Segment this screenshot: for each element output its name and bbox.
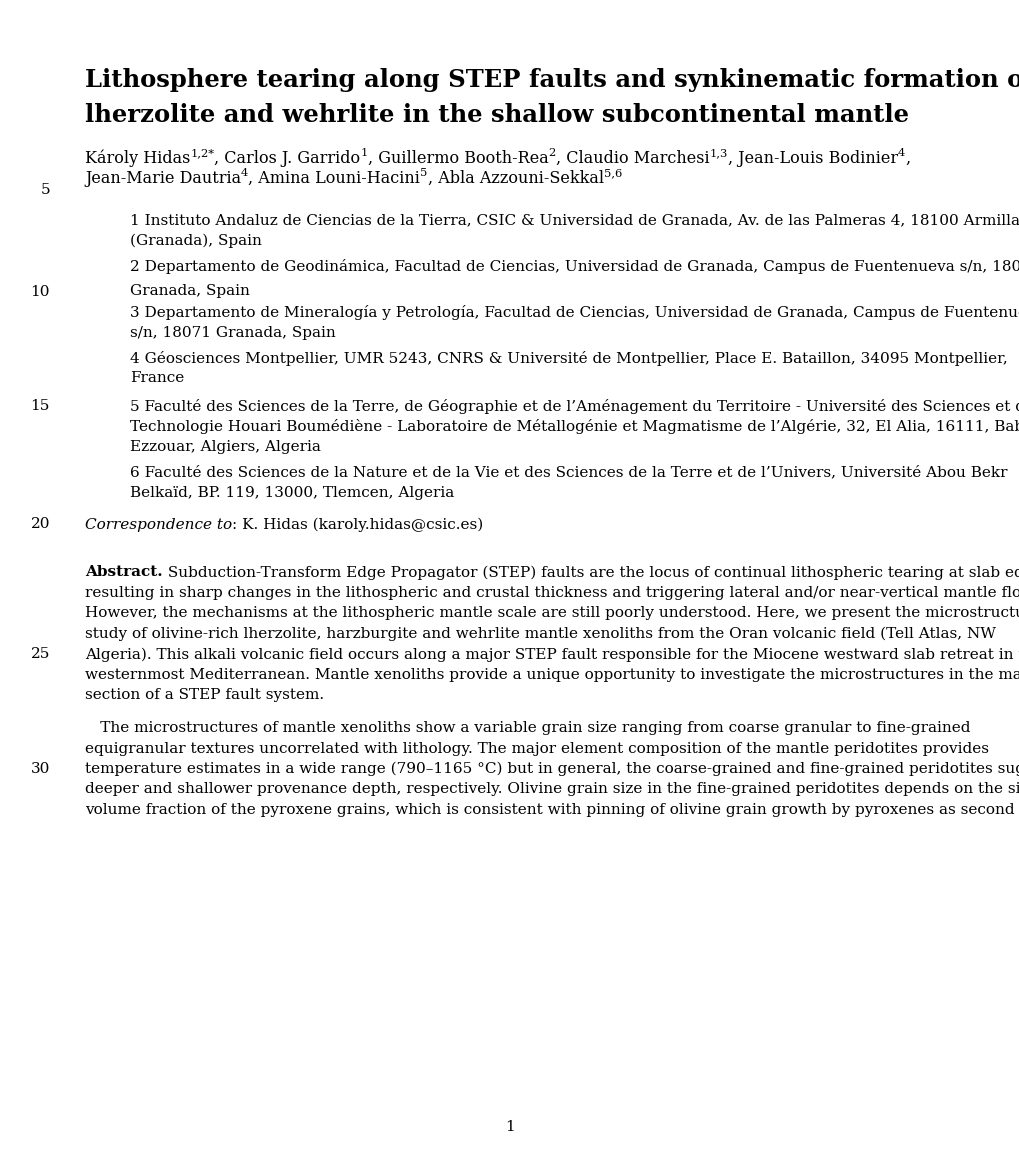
Text: 1: 1 — [504, 1120, 515, 1134]
Text: Abstract.: Abstract. — [85, 565, 162, 579]
Text: , Amina Louni-Hacini: , Amina Louni-Hacini — [249, 170, 420, 188]
Text: 5 Faculté des Sciences de la Terre, de Géographie et de l’Aménagement du Territo: 5 Faculté des Sciences de la Terre, de G… — [129, 398, 1019, 414]
Text: 4: 4 — [897, 148, 904, 158]
Text: Correspondence to: Correspondence to — [85, 517, 232, 531]
Text: 5: 5 — [41, 183, 50, 197]
Text: Lithosphere tearing along STEP faults and synkinematic formation of: Lithosphere tearing along STEP faults an… — [85, 68, 1019, 92]
Text: France: France — [129, 372, 184, 386]
Text: s/n, 18071 Granada, Spain: s/n, 18071 Granada, Spain — [129, 325, 335, 339]
Text: resulting in sharp changes in the lithospheric and crustal thickness and trigger: resulting in sharp changes in the lithos… — [85, 586, 1019, 600]
Text: lherzolite and wehrlite in the shallow subcontinental mantle: lherzolite and wehrlite in the shallow s… — [85, 103, 908, 127]
Text: equigranular textures uncorrelated with lithology. The major element composition: equigranular textures uncorrelated with … — [85, 741, 988, 755]
Text: 4 Géosciences Montpellier, UMR 5243, CNRS & Université de Montpellier, Place E. : 4 Géosciences Montpellier, UMR 5243, CNR… — [129, 351, 1007, 366]
Text: 1,3: 1,3 — [709, 148, 727, 158]
Text: 20: 20 — [31, 517, 50, 531]
Text: 5: 5 — [420, 168, 427, 178]
Text: However, the mechanisms at the lithospheric mantle scale are still poorly unders: However, the mechanisms at the lithosphe… — [85, 607, 1019, 621]
Text: Granada, Spain: Granada, Spain — [129, 284, 250, 298]
Text: : K. Hidas (karoly.hidas@csic.es): : K. Hidas (karoly.hidas@csic.es) — [232, 517, 483, 532]
Text: ,: , — [904, 150, 909, 167]
Text: 30: 30 — [31, 762, 50, 776]
Text: westernmost Mediterranean. Mantle xenoliths provide a unique opportunity to inve: westernmost Mediterranean. Mantle xenoli… — [85, 668, 1019, 682]
Text: 2 Departamento de Geodinámica, Facultad de Ciencias, Universidad de Granada, Cam: 2 Departamento de Geodinámica, Facultad … — [129, 259, 1019, 274]
Text: 10: 10 — [31, 284, 50, 298]
Text: 1,2*: 1,2* — [191, 148, 214, 158]
Text: Technologie Houari Boumédiène - Laboratoire de Métallogénie et Magmatisme de l’A: Technologie Houari Boumédiène - Laborato… — [129, 419, 1019, 435]
Text: , Carlos J. Garrido: , Carlos J. Garrido — [214, 150, 360, 167]
Text: 6 Faculté des Sciences de la Nature et de la Vie et des Sciences de la Terre et : 6 Faculté des Sciences de la Nature et d… — [129, 466, 1007, 480]
Text: Károly Hidas: Károly Hidas — [85, 149, 191, 167]
Text: Belkaïd, BP. 119, 13000, Tlemcen, Algeria: Belkaïd, BP. 119, 13000, Tlemcen, Algeri… — [129, 486, 453, 500]
Text: study of olivine-rich lherzolite, harzburgite and wehrlite mantle xenoliths from: study of olivine-rich lherzolite, harzbu… — [85, 627, 995, 642]
Text: 2: 2 — [548, 148, 555, 158]
Text: section of a STEP fault system.: section of a STEP fault system. — [85, 689, 324, 702]
Text: 15: 15 — [31, 398, 50, 414]
Text: 5,6: 5,6 — [603, 168, 622, 178]
Text: (Granada), Spain: (Granada), Spain — [129, 233, 262, 248]
Text: , Abla Azzouni-Sekkal: , Abla Azzouni-Sekkal — [427, 170, 603, 188]
Text: volume fraction of the pyroxene grains, which is consistent with pinning of oliv: volume fraction of the pyroxene grains, … — [85, 803, 1019, 817]
Text: deeper and shallower provenance depth, respectively. Olivine grain size in the f: deeper and shallower provenance depth, r… — [85, 783, 1019, 797]
Text: The microstructures of mantle xenoliths show a variable grain size ranging from : The microstructures of mantle xenoliths … — [85, 721, 969, 735]
Text: temperature estimates in a wide range (790–1165 °C) but in general, the coarse-g: temperature estimates in a wide range (7… — [85, 762, 1019, 776]
Text: , Claudio Marchesi: , Claudio Marchesi — [555, 150, 709, 167]
Text: 3 Departamento de Mineralogía y Petrología, Facultad de Ciencias, Universidad de: 3 Departamento de Mineralogía y Petrolog… — [129, 305, 1019, 320]
Text: 1: 1 — [360, 148, 368, 158]
Text: Jean-Marie Dautria: Jean-Marie Dautria — [85, 170, 240, 188]
Text: Subduction-Transform Edge Propagator (STEP) faults are the locus of continual li: Subduction-Transform Edge Propagator (ST… — [162, 565, 1019, 580]
Text: , Guillermo Booth-Rea: , Guillermo Booth-Rea — [368, 150, 548, 167]
Text: 25: 25 — [31, 648, 50, 662]
Text: Ezzouar, Algiers, Algeria: Ezzouar, Algiers, Algeria — [129, 440, 321, 454]
Text: 1 Instituto Andaluz de Ciencias de la Tierra, CSIC & Universidad de Granada, Av.: 1 Instituto Andaluz de Ciencias de la Ti… — [129, 213, 1019, 227]
Text: , Jean-Louis Bodinier: , Jean-Louis Bodinier — [727, 150, 897, 167]
Text: Algeria). This alkali volcanic field occurs along a major STEP fault responsible: Algeria). This alkali volcanic field occ… — [85, 648, 1019, 662]
Text: 4: 4 — [240, 168, 249, 178]
